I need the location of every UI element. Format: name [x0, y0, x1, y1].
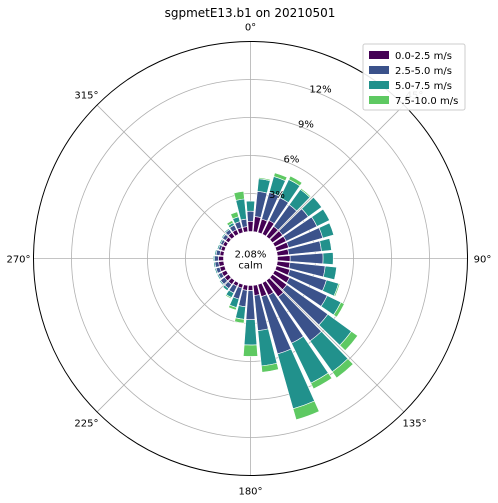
bar-dir-0-series-1: [246, 210, 255, 222]
radial-tick-label-1: 6%: [284, 155, 300, 166]
bar-dir-110-series-3: [333, 283, 341, 297]
legend-box: [362, 43, 466, 111]
bar-dir-90-series-1: [289, 252, 324, 265]
legend-label-3: 7.5-10.0 m/s: [395, 96, 458, 107]
radial-tick-label-0: 3%: [269, 190, 285, 201]
bar-dir-270-series-1: [214, 255, 219, 262]
outer-boundary: [33, 41, 468, 476]
bar-dir-180-series-3: [243, 344, 258, 357]
bar-dir-60-series-2: [311, 208, 330, 227]
angle-tick-label-2: 90°: [474, 255, 492, 266]
bar-dir-200-series-3: [228, 304, 237, 311]
bar-dir-240-series-2: [216, 273, 222, 280]
bar-dir-260-series-2: [213, 261, 217, 268]
bar-dir-180-series-0: [247, 285, 254, 291]
bar-dir-300-series-2: [218, 238, 224, 245]
bar-dir-80-series-2: [319, 238, 332, 252]
legend-label-0: 0.0-2.5 m/s: [395, 51, 452, 62]
calm-value: 2.08%: [235, 250, 267, 261]
bar-dir-180-series-2: [243, 319, 258, 346]
bar-dir-350-series-1: [240, 218, 248, 228]
calm-label: calm: [238, 261, 262, 272]
legend-label-1: 2.5-5.0 m/s: [395, 66, 452, 77]
bar-dir-310-series-2: [220, 233, 227, 239]
grid-spoke-5: [96, 277, 232, 413]
angle-tick-label-4: 180°: [238, 487, 262, 498]
polar-grid: [33, 41, 468, 476]
bar-dir-170-series-3: [261, 362, 279, 373]
bar-dir-10-series-3: [258, 177, 271, 182]
bar-dir-50-series-2: [301, 196, 323, 218]
wind-bars: [213, 172, 359, 421]
bar-dir-220-series-2: [222, 284, 230, 292]
bar-dir-0-series-0: [247, 221, 254, 232]
bar-dir-190-series-2: [235, 305, 246, 320]
bar-dir-30-series-3: [288, 175, 303, 187]
bar-dir-230-series-2: [218, 279, 225, 286]
chart-title: sgpmetE13.b1 on 20210501: [165, 6, 336, 20]
bar-dir-70-series-2: [318, 222, 335, 239]
bar-dir-150-series-3: [310, 372, 333, 390]
legend: 0.0-2.5 m/s 2.5-5.0 m/s 5.0-7.5 m/s 7.5-10.…: [362, 43, 466, 111]
radial-tick-label-2: 9%: [298, 120, 314, 131]
angle-tick-label-0: 0°: [245, 23, 256, 34]
grid-spoke-3: [269, 277, 405, 413]
bar-dir-270-series-2: [213, 255, 216, 262]
bar-dir-280-series-2: [214, 249, 218, 256]
bar-dir-180-series-1: [245, 290, 256, 321]
grid-spoke-7: [96, 104, 232, 240]
bar-dir-160-series-3: [292, 400, 320, 421]
bar-dir-100-series-2: [322, 265, 337, 281]
calm-center: 2.08% calm: [223, 231, 278, 286]
bar-dir-190-series-3: [234, 317, 245, 324]
angle-tick-label-3: 135°: [403, 419, 427, 430]
bar-dir-140-series-3: [331, 358, 354, 379]
angle-tick-label-6: 270°: [6, 255, 30, 266]
legend-label-2: 5.0-7.5 m/s: [395, 81, 452, 92]
bar-dir-90-series-0: [277, 255, 291, 262]
bar-dir-130-series-3: [339, 330, 359, 352]
legend-swatch-0: [369, 51, 389, 59]
grid-spoke-1: [269, 104, 405, 240]
angle-tick-label-7: 315°: [74, 90, 98, 101]
radial-tick-labels: 3% 6% 9% 12%: [269, 84, 332, 200]
legend-swatch-1: [369, 66, 389, 74]
legend-swatch-3: [369, 96, 389, 104]
bar-dir-120-series-3: [333, 301, 345, 318]
bar-dir-40-series-3: [299, 187, 312, 198]
bar-dir-350-series-3: [233, 190, 245, 201]
bar-dir-90-series-2: [322, 252, 334, 265]
bar-dir-210-series-3: [224, 294, 232, 300]
bar-dir-290-series-2: [216, 243, 221, 250]
bar-dir-320-series-2: [224, 227, 230, 234]
bar-dir-330-series-3: [226, 220, 234, 227]
legend-swatch-2: [369, 81, 389, 89]
bar-dir-270-series-0: [218, 255, 224, 262]
calm-circle: [223, 231, 278, 286]
bar-dir-20-series-3: [273, 172, 288, 182]
bar-dir-340-series-3: [230, 211, 240, 220]
bar-dir-0-series-2: [245, 200, 256, 212]
bar-dir-250-series-2: [214, 267, 219, 275]
radial-tick-label-3: 12%: [309, 84, 331, 95]
angle-tick-label-5: 225°: [74, 419, 98, 430]
